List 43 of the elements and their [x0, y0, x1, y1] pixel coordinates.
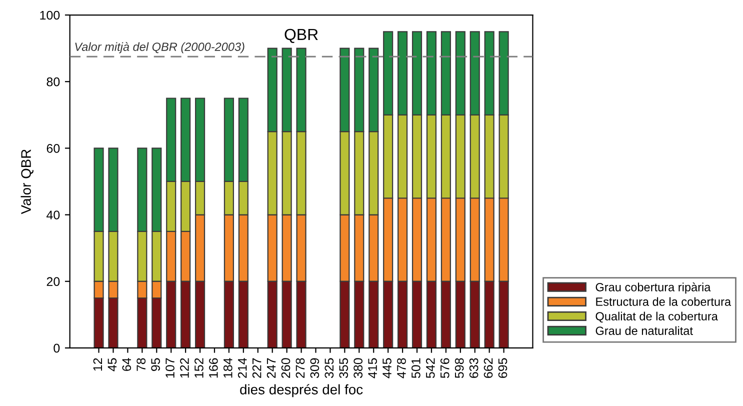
x-tick-label: 355 — [339, 358, 348, 378]
x-tick-label: 227 — [252, 358, 262, 378]
x-tick-label: 662 — [484, 358, 493, 378]
x-tick-label: 214 — [238, 358, 247, 378]
text: QBR — [284, 28, 318, 43]
x-tick-label: 445 — [382, 358, 392, 378]
legend-label: Grau cobertura ripària — [596, 282, 711, 294]
y-tick-label: 80 — [46, 77, 60, 86]
x-tick-label: 184 — [223, 358, 232, 378]
ref-line-label: Valor mitjà del QBR (2000-2003) — [75, 42, 244, 54]
x-tick-label: 380 — [354, 358, 363, 378]
x-tick-label: 415 — [368, 358, 377, 378]
x-tick-label: 478 — [397, 358, 406, 378]
y-tick-label: 40 — [46, 210, 60, 220]
y-axis-title: Valor QBR — [20, 149, 34, 214]
x-tick-label: 64 — [122, 358, 132, 371]
x-tick-label: 166 — [209, 358, 218, 378]
legend-label: Qualitat de la cobertura — [596, 312, 718, 323]
x-tick-label: 12 — [93, 358, 102, 371]
x-axis-title: dies després del foc — [240, 384, 363, 398]
x-tick-label: 309 — [310, 358, 320, 378]
legend-label: Grau de naturalitat — [596, 326, 693, 335]
x-tick-label: 122 — [180, 358, 189, 378]
y-tick-label: 0 — [54, 344, 60, 353]
x-tick-label: 260 — [281, 358, 290, 378]
x-tick-label: 78 — [136, 358, 146, 371]
x-tick-label: 542 — [426, 358, 435, 378]
y-tick-label: 100 — [40, 10, 60, 20]
x-tick-label: 152 — [194, 358, 204, 378]
y-tick-label: 60 — [46, 144, 60, 153]
x-tick-label: 501 — [412, 358, 420, 378]
x-tick-label: 576 — [440, 358, 450, 378]
x-tick-label: 247 — [266, 358, 276, 378]
y-tick-label: 20 — [46, 277, 60, 286]
x-tick-label: 325 — [324, 358, 334, 378]
x-tick-label: 278 — [296, 358, 305, 378]
legend-label: Estructura de la cobertura — [596, 297, 732, 306]
x-tick-label: 695 — [498, 358, 508, 378]
x-tick-label: 633 — [469, 358, 478, 378]
x-tick-label: 95 — [151, 358, 160, 371]
x-tick-label: 598 — [454, 358, 464, 378]
x-tick-label: 107 — [166, 358, 174, 378]
x-tick-label: 45 — [108, 358, 117, 372]
